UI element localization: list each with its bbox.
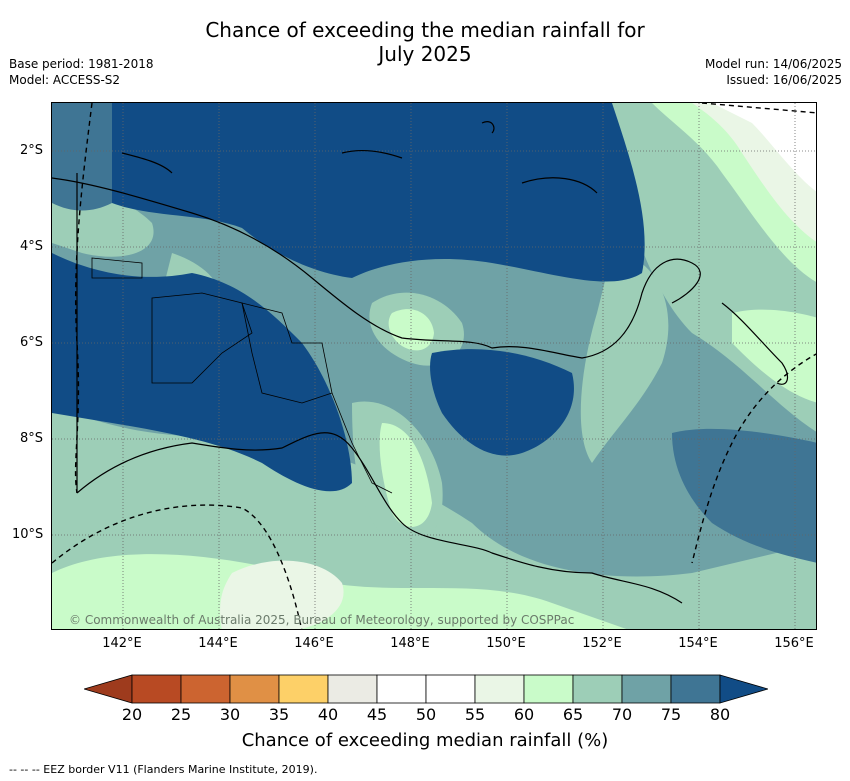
zone-60-65-peninsula — [379, 423, 432, 527]
colorbar-tick-label: 65 — [562, 705, 584, 724]
colorbar-cell — [572, 674, 623, 704]
zone-70-75-northwest-corner — [52, 103, 112, 211]
colorbar-tick-label: 35 — [268, 705, 290, 724]
zone-75-80-solomon-sea — [430, 349, 574, 456]
model-run: Model run: 14/06/2025 — [704, 57, 842, 71]
colorbar — [84, 674, 768, 704]
map-title: Chance of exceeding the median rainfall … — [200, 18, 650, 66]
copyright-text: © Commonwealth of Australia 2025, Bureau… — [69, 613, 575, 627]
eez-border — [52, 103, 816, 629]
map-title-line1: Chance of exceeding the median rainfall … — [205, 18, 645, 42]
colorbar-cell — [621, 674, 672, 704]
colorbar-cell — [670, 674, 721, 704]
eez-legend-note: -- -- -- EEZ border V11 (Flanders Marine… — [9, 763, 318, 776]
lat-label-2s: 2°S — [20, 143, 44, 158]
graticule — [52, 103, 816, 629]
zone-50-55-northeast — [712, 103, 816, 192]
lat-label-6s: 6°S — [20, 335, 44, 350]
colorbar-cells — [131, 674, 721, 704]
province-borders — [91, 257, 393, 494]
map-title-line2: July 2025 — [378, 42, 472, 66]
colorbar-cell — [278, 674, 329, 704]
zone-55-60-south — [220, 560, 344, 629]
zone-75-80-mainland — [52, 253, 352, 492]
colorbar-cell — [327, 674, 378, 704]
colorbar-tick-label: 55 — [464, 705, 486, 724]
colorbar-extend-high — [719, 674, 768, 704]
colorbar-tick-label: 60 — [513, 705, 535, 724]
lon-label-150e: 150°E — [486, 636, 526, 651]
colorbar-tick-label: 20 — [121, 705, 143, 724]
colorbar-tick-label: 80 — [709, 705, 731, 724]
lon-label-144e: 144°E — [198, 636, 238, 651]
colorbar-cell — [180, 674, 231, 704]
base-period: Base period: 1981-2018 — [9, 57, 154, 71]
colorbar-cell — [131, 674, 182, 704]
colorbar-cell — [376, 674, 427, 704]
lon-label-142e: 142°E — [102, 636, 142, 651]
colorbar-cell — [229, 674, 280, 704]
lat-label-4s: 4°S — [20, 239, 44, 254]
colorbar-tick-label: 45 — [366, 705, 388, 724]
rainfall-map — [52, 103, 816, 629]
lon-label-146e: 146°E — [294, 636, 334, 651]
issued-date: Issued: 16/06/2025 — [726, 73, 842, 87]
map-panel — [51, 102, 817, 630]
colorbar-cell — [425, 674, 476, 704]
lon-label-152e: 152°E — [582, 636, 622, 651]
lat-label-8s: 8°S — [20, 431, 44, 446]
zone-75-80-north — [112, 103, 645, 282]
colorbar-cell — [523, 674, 574, 704]
colorbar-extend-low — [84, 674, 133, 704]
colorbar-tick-label: 70 — [611, 705, 633, 724]
colorbar-tick-label: 50 — [415, 705, 437, 724]
colorbar-tick-label: 40 — [317, 705, 339, 724]
lon-label-156e: 156°E — [774, 636, 814, 651]
colorbar-tick-label: 30 — [219, 705, 241, 724]
meta-left: Base period: 1981-2018 Model: ACCESS-S2 — [9, 56, 154, 88]
colorbar-tick-label: 75 — [660, 705, 682, 724]
colorbar-tick-label: 25 — [170, 705, 192, 724]
zone-70-75-east — [672, 428, 816, 563]
lon-label-148e: 148°E — [390, 636, 430, 651]
meta-right: Model run: 14/06/2025 Issued: 16/06/2025 — [705, 56, 842, 88]
lat-label-10s: 10°S — [12, 527, 44, 542]
model-name: Model: ACCESS-S2 — [9, 73, 121, 87]
lon-label-154e: 154°E — [678, 636, 718, 651]
colorbar-cell — [474, 674, 525, 704]
zone-65-70-central-east — [580, 253, 669, 463]
colorbar-label: Chance of exceeding median rainfall (%) — [241, 730, 609, 751]
coastline — [52, 121, 789, 604]
